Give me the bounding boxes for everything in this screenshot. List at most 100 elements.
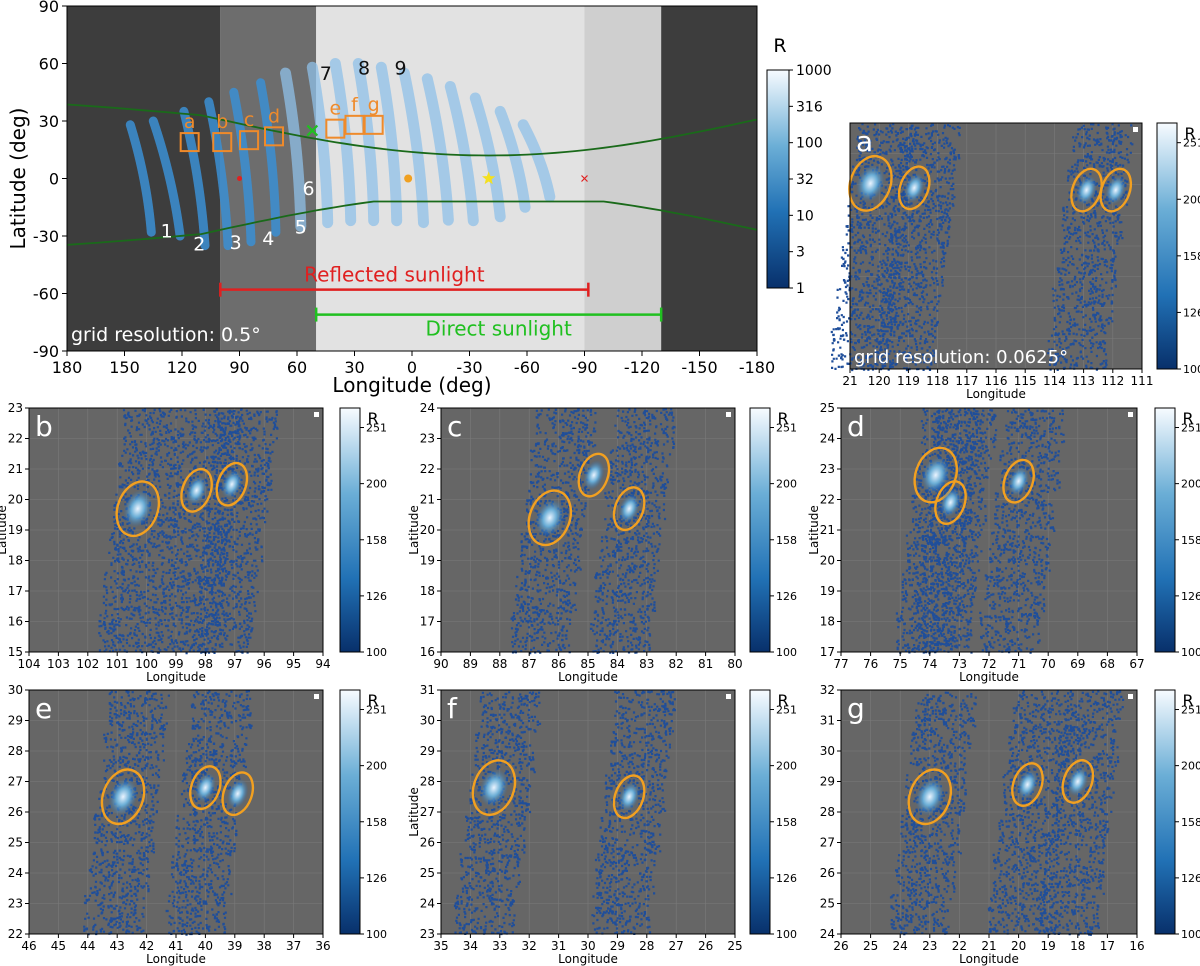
swath-stripe [125, 120, 156, 237]
panel-letter: e [35, 692, 52, 725]
data-speckle [894, 164, 956, 208]
swath-stripe [256, 78, 281, 237]
data-speckle [1072, 123, 1134, 167]
x-tick-label: 19 [1041, 939, 1056, 953]
colorbar-tick-label: 100 [776, 928, 797, 941]
emission-spot [1007, 466, 1030, 497]
data-speckle [181, 408, 244, 451]
y-tick-label: 22 [820, 493, 835, 507]
terminator-south [66, 200, 758, 246]
stripe-label: 9 [394, 57, 406, 79]
ellipse-marker [1002, 458, 1035, 504]
y-tick-label: -90 [33, 342, 59, 361]
colorbar-tick-label: 251 [776, 422, 797, 435]
x-tick-label: 42 [139, 939, 154, 953]
x-tick-label: 23 [922, 939, 937, 953]
x-tick-label: 34 [463, 939, 478, 953]
y-tick-label: 20 [8, 493, 23, 507]
emission-spot [108, 777, 138, 816]
y-tick-label: 19 [820, 584, 835, 598]
x-tick-label: 114 [1043, 374, 1066, 388]
data-speckle [88, 852, 151, 896]
x-tick-label: 33 [492, 939, 507, 953]
x-tick-label: 68 [1100, 657, 1115, 671]
x-tick-label: 77 [833, 657, 848, 671]
data-speckle [197, 571, 259, 614]
data-speckle [984, 570, 1046, 614]
data-speckle [610, 731, 672, 774]
y-tick-label: 27 [820, 836, 835, 850]
emission-spot [123, 489, 153, 528]
colorbar-label: R [777, 691, 788, 710]
y-axis-label: Latitude [407, 505, 421, 554]
x-tick-label: 26 [698, 939, 713, 953]
data-speckle [899, 123, 961, 167]
colorbar-tick-label: 200 [366, 478, 387, 491]
x-tick-label: 20 [1011, 939, 1026, 953]
data-speckle [83, 893, 145, 936]
colorbar-tick-label: 200 [1181, 760, 1200, 773]
y-tick-label: 24 [420, 897, 435, 911]
y-tick-label: -30 [33, 227, 59, 246]
x-tick-label: 32 [522, 939, 537, 953]
colorbar [1154, 407, 1176, 653]
colorbar-tick-label: 251 [1181, 422, 1200, 435]
ellipse-marker [189, 765, 222, 811]
y-tick-label: 24 [820, 432, 835, 446]
y-tick-label: 16 [8, 615, 23, 629]
y-axis-label: Latitude (deg) [6, 108, 30, 250]
ellipse-marker [907, 768, 953, 826]
x-tick-label: 117 [955, 374, 978, 388]
colorbar-tick-label: 10 [796, 208, 814, 224]
region-box-label: g [368, 94, 380, 116]
colorbar-tick-label: 126 [1183, 306, 1200, 319]
data-speckle [118, 448, 180, 491]
x-tick-label: 76 [863, 657, 878, 671]
data-speckle [108, 690, 170, 732]
x-tick-label: -60 [514, 358, 540, 377]
panel-b: b 104 103 102 101 100 99 98 97 96 95 94 Longitude 15 1… [0, 401, 387, 684]
colorbar [339, 407, 361, 653]
data-speckle [1012, 690, 1075, 733]
corner-square [314, 412, 319, 417]
colorbar [749, 407, 771, 653]
ellipse-marker [180, 467, 213, 513]
region-box-label: e [329, 98, 341, 120]
swath-stripe [329, 58, 357, 227]
x-tick-label: 82 [669, 657, 684, 671]
x-tick-label: 88 [492, 657, 507, 671]
swath-stripe [421, 73, 454, 227]
orange-dot-marker [404, 174, 413, 183]
colorbar-tick-label: 158 [1183, 250, 1200, 263]
y-tick-label: 90 [39, 0, 59, 16]
data-speckle [185, 732, 248, 773]
ellipse-marker [471, 759, 517, 816]
y-tick-label: 29 [820, 775, 835, 789]
emission-spot [855, 164, 886, 203]
y-tick-label: 28 [820, 805, 835, 819]
emission-spot [1075, 175, 1098, 205]
data-speckle [459, 852, 521, 896]
y-tick-label: 29 [420, 744, 435, 758]
corner-square [726, 412, 731, 417]
x-tick-label: 80 [727, 657, 742, 671]
x-tick-label: 86 [551, 657, 566, 671]
y-tick-label: 29 [8, 714, 23, 728]
data-speckle [474, 730, 536, 774]
data-speckle [122, 408, 185, 451]
colorbar [749, 689, 771, 935]
colorbar-tick-label: 32 [796, 172, 814, 188]
data-speckle [192, 612, 254, 654]
region-box-label: d [268, 105, 280, 127]
y-tick-label: 60 [39, 55, 59, 74]
region-box [239, 130, 260, 151]
x-tick-label: 71 [1011, 657, 1026, 671]
data-speckle [895, 852, 957, 895]
y-tick-label: 26 [420, 836, 435, 850]
emission-spot [227, 778, 249, 809]
y-tick-label: 28 [420, 775, 435, 789]
y-tick-label: 18 [820, 615, 835, 629]
y-tick-label: 23 [420, 432, 435, 446]
yellow-star-marker [482, 171, 496, 185]
y-tick-label: 26 [820, 866, 835, 880]
